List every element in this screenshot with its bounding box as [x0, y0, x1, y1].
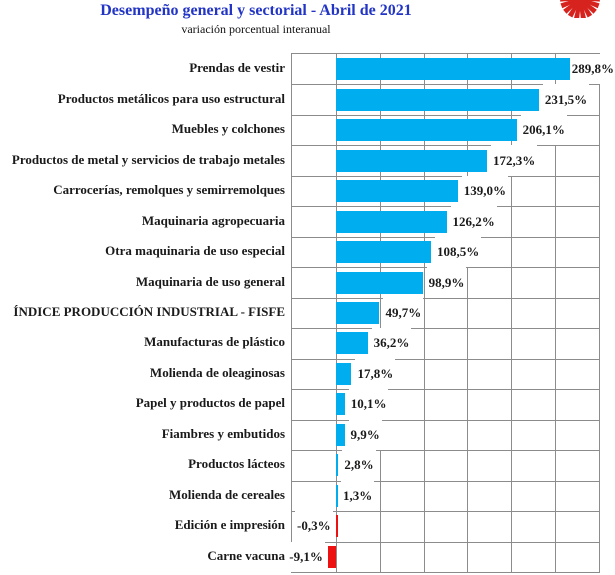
value-label: 49,7% [383, 297, 424, 329]
bar [335, 515, 338, 538]
value-label: 17,8% [355, 358, 396, 390]
category-label: Carne vacuna [207, 547, 285, 563]
value-label: 126,2% [450, 206, 497, 237]
bar [327, 545, 336, 568]
chart-title: Desempeño general y sectorial - Abril de… [100, 2, 412, 19]
row-separator [292, 511, 599, 513]
value-label: 139,0% [461, 175, 509, 207]
bar [335, 58, 591, 81]
row-separator [292, 541, 599, 543]
category-label: Fiambres y embutidos [161, 425, 285, 441]
row-separator [292, 175, 599, 177]
category-label: Maquinaria agropecuaria [141, 212, 285, 228]
row-separator [292, 419, 599, 421]
bar [335, 88, 539, 111]
row-separator [292, 206, 599, 208]
category-label: Edición e impresión [174, 517, 285, 533]
chart-header: Desempeño general y sectorial - Abril de… [0, 0, 512, 37]
row-separator [292, 145, 599, 147]
value-label: 289,8% [569, 54, 615, 85]
value-label: 9,9% [348, 419, 382, 451]
row-separator [292, 389, 599, 391]
category-label: Productos de metal y servicios de trabaj… [11, 151, 285, 167]
fisfe-gear-logo [551, 0, 609, 18]
bar [335, 119, 517, 142]
gridline [423, 54, 425, 572]
bar [335, 332, 368, 355]
category-label: Otra maquinaria de uso especial [105, 243, 285, 259]
gear-icon [560, 0, 600, 18]
value-label: 108,5% [435, 236, 482, 268]
bar [335, 241, 431, 264]
bar [335, 362, 352, 385]
value-label: 231,5% [542, 84, 590, 115]
row-separator [292, 358, 599, 360]
category-labels: Prendas de vestir Productos metálicos par… [0, 53, 285, 571]
chart-subtitle: variación porcentual interanual [181, 22, 331, 36]
bar [335, 302, 380, 324]
row-separator [292, 450, 599, 452]
row-separator [292, 84, 599, 86]
gridline [555, 54, 557, 572]
value-label: 172,3% [490, 145, 538, 176]
bar [335, 271, 423, 294]
category-label: Maquinaria de uso general [135, 273, 285, 289]
category-label: Productos metálicos para uso estructural [57, 90, 285, 106]
value-label: 36,2% [371, 328, 412, 359]
bar [335, 423, 345, 446]
value-label: -9,1% [287, 541, 325, 572]
value-label: 2,8% [342, 450, 376, 481]
gridline [379, 54, 381, 572]
bar [335, 210, 447, 233]
gridline [467, 54, 469, 572]
row-separator [292, 480, 599, 482]
value-label: 98,9% [426, 267, 467, 298]
plot-area: 289,8% 231,5% 206,1% 172,3% 139,0% 126,2% 108,… [287, 53, 615, 573]
row-separator [292, 297, 599, 299]
category-label: Manufacturas de plástico [144, 334, 285, 350]
value-label: 206,1% [520, 114, 567, 146]
bar-chart: Prendas de vestir Productos metálicos par… [0, 53, 615, 573]
category-label: Prendas de vestir [189, 60, 285, 76]
value-label: -0,3% [295, 511, 333, 542]
category-label: Molienda de cereales [168, 486, 285, 502]
category-label: Molienda de oleaginosas [149, 364, 285, 380]
bar [335, 454, 339, 477]
value-label: 1,3% [340, 480, 375, 512]
category-label: Muebles y colchones [171, 121, 285, 137]
category-label: Carrocerías, remolques y semirremolques [53, 182, 285, 198]
gridline [511, 54, 513, 572]
row-separator [292, 328, 599, 330]
bar [335, 393, 345, 416]
bar [335, 484, 338, 507]
category-label: Papel y productos de papel [135, 395, 285, 411]
bar [335, 149, 487, 172]
row-separator [292, 114, 599, 116]
bar [335, 180, 458, 203]
category-label: ÍNDICE PRODUCCIÓN INDUSTRIAL - FISFE [13, 303, 285, 319]
value-label: 10,1% [348, 389, 389, 420]
category-label: Productos lácteos [188, 456, 285, 472]
